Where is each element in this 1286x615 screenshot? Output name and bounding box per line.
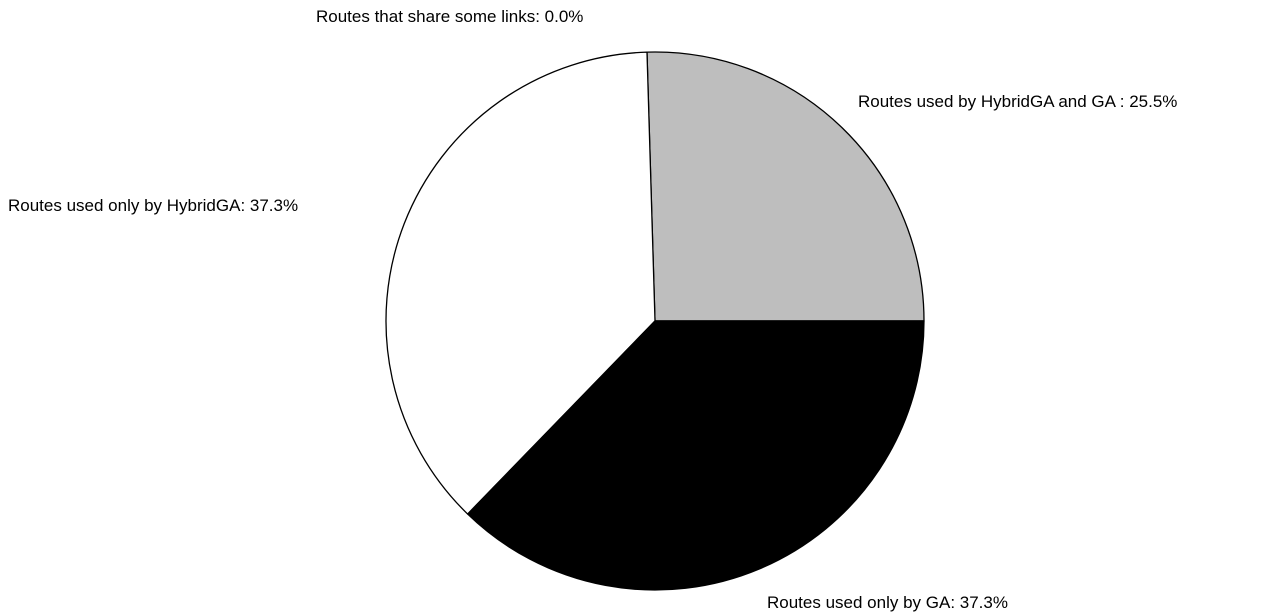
slice-label-only-hybridga: Routes used only by HybridGA: 37.3% <box>8 196 298 215</box>
slice-only-ga <box>385 51 656 515</box>
slice-only-hybridga <box>466 320 925 591</box>
slice-label-shared-links: Routes that share some links: 0.0% <box>316 7 583 26</box>
slice-label-hybridga-and-ga: Routes used by HybridGA and GA : 25.5% <box>858 92 1177 111</box>
slice-label-only-ga: Routes used only by GA: 37.3% <box>767 593 1008 612</box>
pie-slices <box>385 51 925 591</box>
slice-hybridga-and-ga <box>646 51 925 322</box>
